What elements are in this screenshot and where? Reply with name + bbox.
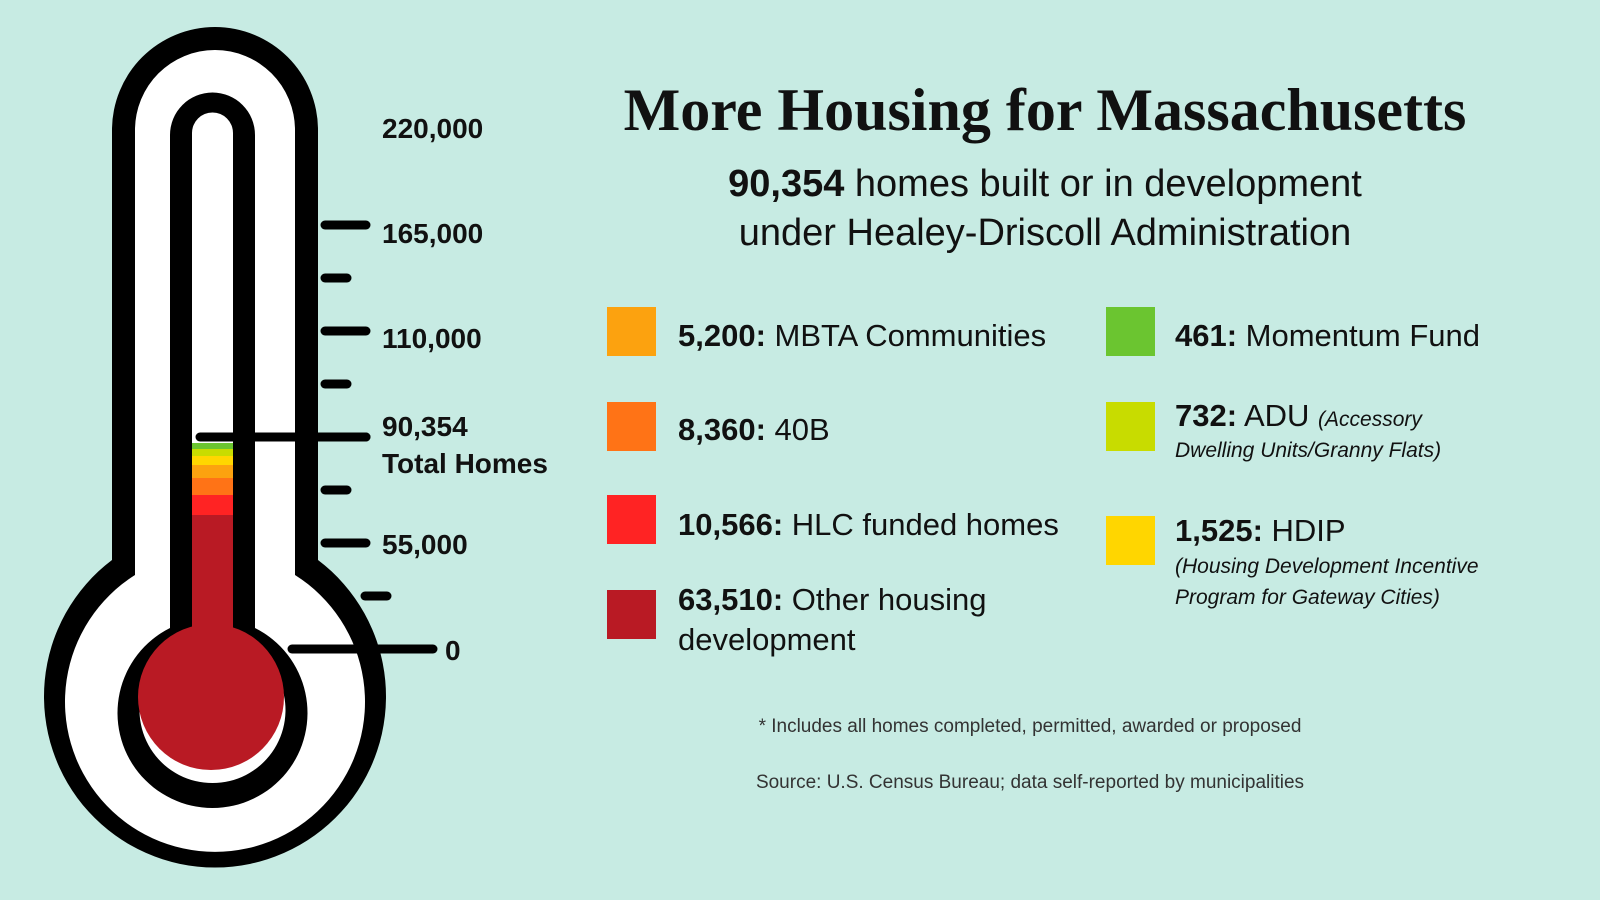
subtitle-total: 90,354 xyxy=(728,163,845,205)
subtitle: 90,354 homes built or in development und… xyxy=(660,160,1430,258)
legend-swatch-mbta xyxy=(607,307,656,356)
fill-band-momentum-fund xyxy=(192,443,233,449)
legend-swatch-momentum xyxy=(1106,307,1155,356)
legend-item-mbta: 5,200: MBTA Communities xyxy=(678,318,1047,353)
legend-note-hdip-2: Program for Gateway Cities) xyxy=(1175,586,1440,609)
total-value-label: 90,354 xyxy=(382,411,468,442)
thermometer-ticks xyxy=(195,220,438,654)
legend-swatch-hlc xyxy=(607,495,656,544)
legend-note-adu: Dwelling Units/Granny Flats) xyxy=(1175,439,1442,462)
fill-band-mbta-communities xyxy=(192,465,233,478)
tick-label-110000: 110,000 xyxy=(382,323,482,354)
thermometer-chart xyxy=(43,27,438,868)
fill-band-other-housing-development xyxy=(192,515,233,650)
subtitle-line2: under Healey-Driscoll Administration xyxy=(738,212,1352,254)
fill-band-hlc-funded-homes xyxy=(192,495,233,515)
tick-label-220000: 220,000 xyxy=(382,113,484,144)
legend-item-hlc: 10,566: HLC funded homes xyxy=(678,507,1059,542)
legend-swatch-adu xyxy=(1106,402,1155,451)
legend-item-momentum: 461: Momentum Fund xyxy=(1175,318,1480,353)
tick-label-0: 0 xyxy=(445,635,461,666)
legend-item-hdip: 1,525: HDIP xyxy=(1175,513,1346,548)
legend-item-other: 63,510: Other housing development xyxy=(678,582,987,657)
legend-note-hdip-1: (Housing Development Incentive xyxy=(1175,555,1479,578)
page-title: More Housing for Massachusetts xyxy=(623,77,1467,143)
total-caption-label: Total Homes xyxy=(382,448,548,479)
legend-swatch-40b xyxy=(607,402,656,451)
tick-label-55000: 55,000 xyxy=(382,529,468,560)
fill-band-40b xyxy=(192,478,233,495)
tick-label-165000: 165,000 xyxy=(382,218,484,249)
legend-item-adu: 732: ADU (Accessory xyxy=(1175,398,1422,433)
subtitle-line1: homes built or in development xyxy=(844,163,1362,205)
legend-swatch-other xyxy=(607,590,656,639)
legend-swatch-hdip xyxy=(1106,516,1155,565)
source-note: Source: U.S. Census Bureau; data self-re… xyxy=(755,772,1305,793)
fill-band-adu xyxy=(192,449,233,456)
footnote: * Includes all homes completed, permitte… xyxy=(758,716,1302,737)
fill-band-hdip xyxy=(192,456,233,465)
legend-item-40b: 8,360: 40B xyxy=(678,412,830,447)
